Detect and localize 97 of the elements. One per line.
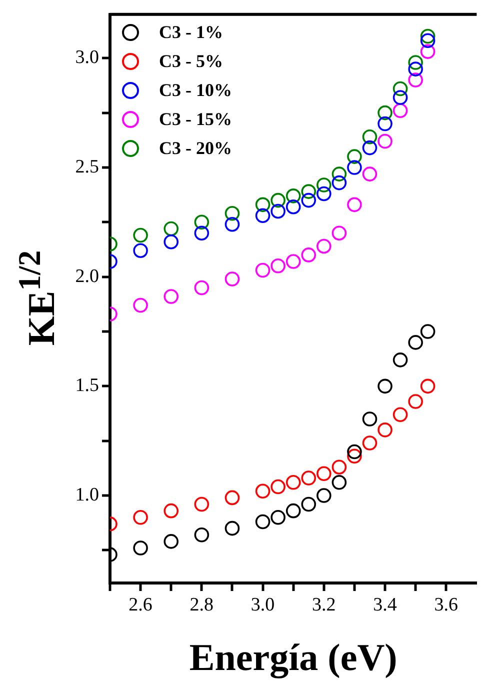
point [286,503,301,518]
point [378,134,392,149]
point [362,129,378,144]
point [347,444,362,460]
y-tick-label: 2.5 [75,156,99,178]
legend-label: C3 - 1% [159,22,223,43]
point [347,448,362,464]
point [408,55,423,70]
y-tick-label: 1.0 [75,484,99,506]
x-axis-title: Energía (eV) [189,637,398,680]
legend-label: C3 - 5% [159,51,223,72]
point [286,188,301,204]
point [332,166,347,182]
point [133,228,148,243]
point [378,105,392,120]
legend-label: C3 - 20% [159,138,232,159]
point [301,184,316,199]
point [378,378,392,394]
point [392,90,408,105]
point [224,272,240,286]
x-tick-label: 3.0 [250,594,275,616]
point [420,44,436,59]
point [194,226,210,240]
point [255,208,270,223]
point [255,197,270,212]
point [286,254,301,269]
point [408,72,423,88]
point [194,280,210,296]
point [392,103,408,118]
point [347,160,362,175]
legend-label: C3 - 15% [159,109,232,130]
x-tick-label: 2.8 [190,594,214,616]
point [362,412,378,426]
y-tick-label: 1.5 [75,375,99,396]
point [164,289,179,304]
point [224,520,240,536]
point [392,81,408,96]
point [378,116,392,132]
point [164,221,179,236]
point [133,540,148,556]
point [270,204,286,219]
point [270,258,286,274]
point [347,197,362,212]
point [392,407,408,422]
point [164,534,179,549]
point [408,394,423,409]
point [316,238,332,254]
point [286,199,301,214]
x-tick-label: 2.6 [128,594,152,616]
point [362,436,378,450]
point [332,460,347,474]
point [224,490,240,506]
point [301,496,316,512]
point [133,510,148,525]
point [194,527,210,542]
point [332,475,347,490]
point [420,28,436,44]
point [255,484,270,499]
point [286,475,301,490]
point [301,192,316,208]
point [133,298,148,313]
point [194,496,210,512]
point [316,488,332,503]
point [270,479,286,494]
point [420,378,436,394]
point [164,234,179,250]
point [316,466,332,482]
point [392,352,408,368]
point [408,335,423,350]
point [270,192,286,208]
legend-label: C3 - 10% [159,80,232,101]
point [332,175,347,190]
point [270,510,286,525]
point [194,214,210,230]
y-tick-label: 2.0 [75,266,99,287]
point [133,243,148,258]
point [316,186,332,202]
point [224,216,240,232]
point [224,206,240,221]
x-tick-label: 3.4 [373,594,398,616]
point [255,262,270,278]
x-tick-label: 3.2 [312,594,336,616]
point [408,62,423,76]
point [316,178,332,192]
point [378,422,392,438]
point [301,470,316,486]
point [332,226,347,240]
point [362,140,378,156]
point [301,248,316,262]
point [255,514,270,530]
point [420,33,436,48]
y-tick-label: 3.0 [75,47,99,68]
point [347,149,362,164]
point [420,324,436,339]
point [362,166,378,182]
point [164,503,179,518]
x-tick-label: 3.6 [434,594,458,616]
